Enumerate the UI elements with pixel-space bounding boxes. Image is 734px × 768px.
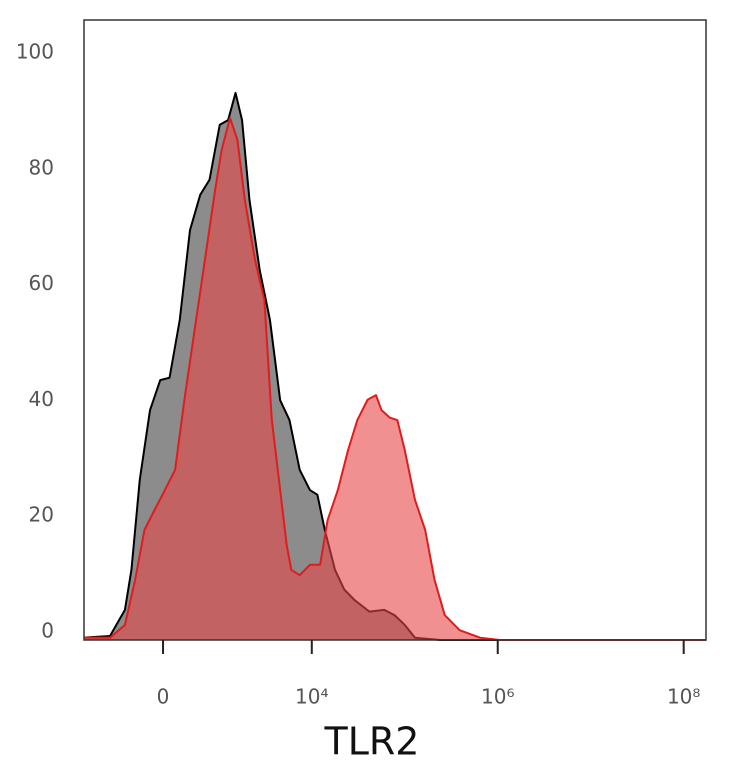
plot-frame [83,19,707,641]
x-tick-label: 10⁴ [295,685,328,709]
y-tick-label: 80 [29,155,54,179]
y-tick-label: 20 [29,503,54,527]
area-line [84,116,706,641]
x-tick-label: 0 [157,685,170,709]
y-tick-label: 60 [29,271,54,295]
area-fill [84,117,706,640]
y-tick-label: 40 [29,387,54,411]
x-tick-label: 10⁶ [481,685,514,709]
x-axis-label: TLR2 [324,720,420,764]
x-tick-label: 10⁸ [667,685,700,709]
y-tick-label: 0 [41,618,54,642]
y-tick-label: 100 [16,39,54,63]
